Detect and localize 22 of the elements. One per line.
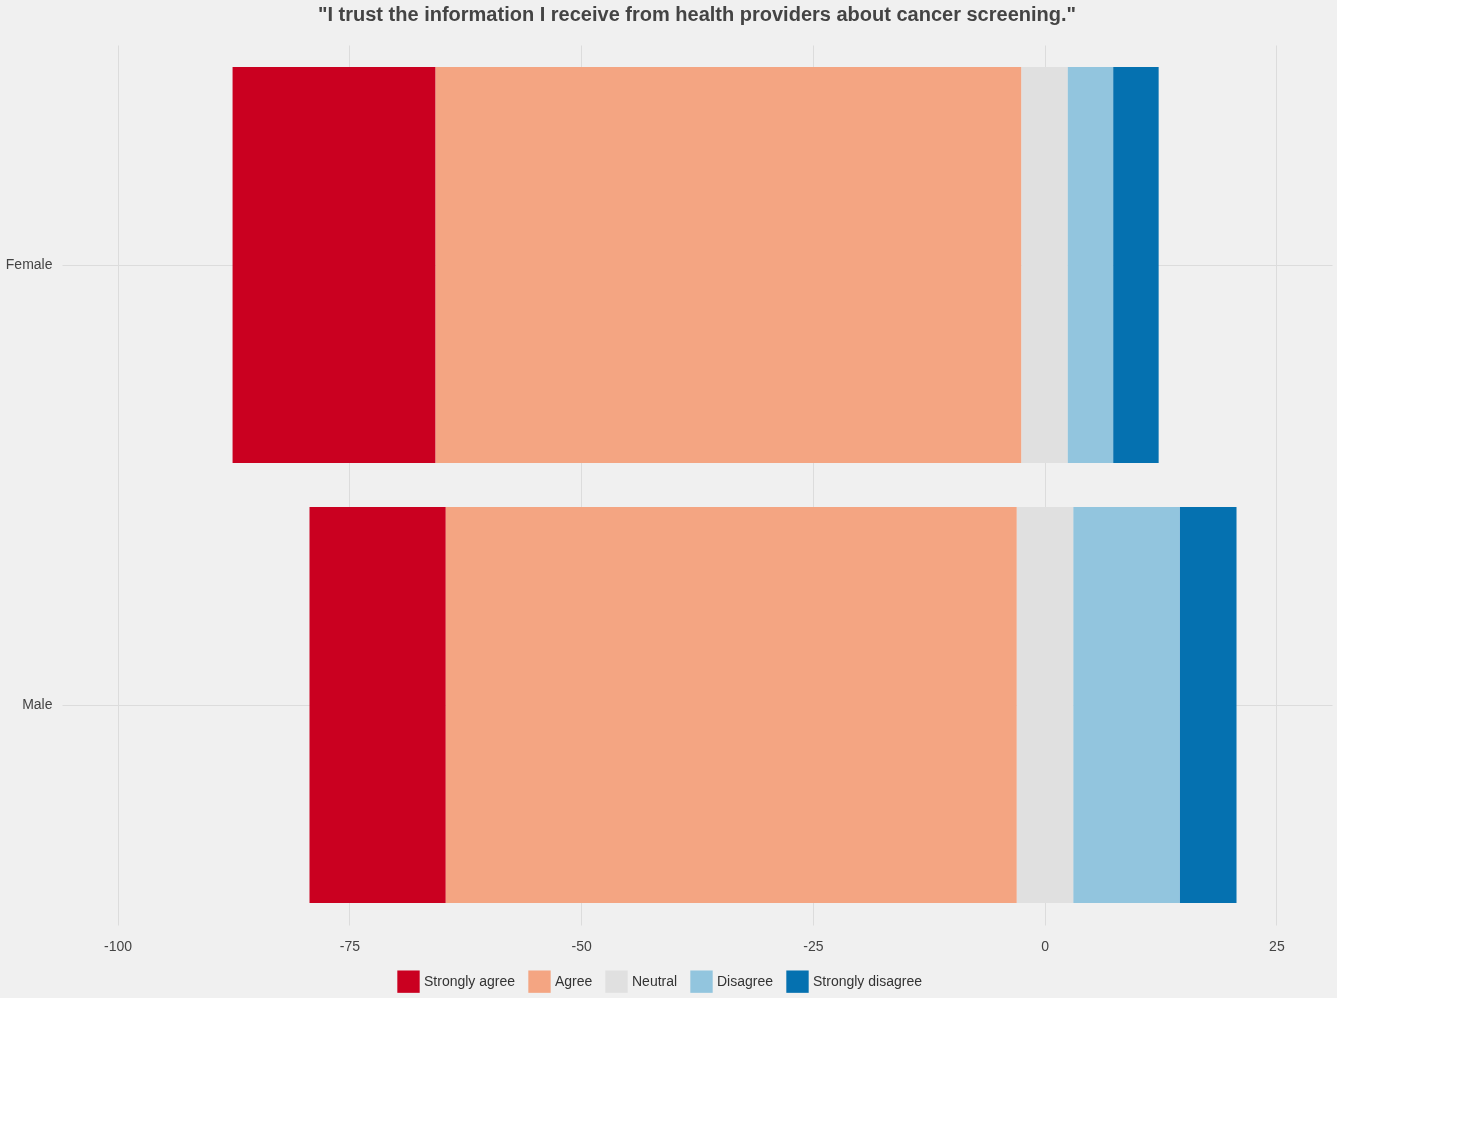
chart-title: "I trust the information I receive from health providers about cancer screening." xyxy=(317,3,1077,25)
legend-label: Agree xyxy=(555,972,593,989)
bar xyxy=(435,67,1022,463)
bar xyxy=(445,507,1017,903)
bar xyxy=(232,67,436,463)
bar xyxy=(1113,67,1159,463)
legend-label: Strongly agree xyxy=(424,972,516,989)
x-tick-label: -100 xyxy=(104,937,133,954)
bar xyxy=(309,507,446,903)
y-tick-label: Female xyxy=(5,256,53,272)
bar xyxy=(1179,507,1237,903)
y-tick-label: Male xyxy=(22,696,53,712)
x-tick-label: -75 xyxy=(339,937,361,954)
legend-label: Strongly disagree xyxy=(813,972,923,989)
legend-label: Disagree xyxy=(717,972,774,989)
x-tick-label: 25 xyxy=(1269,937,1285,954)
legend-label: Neutral xyxy=(632,972,678,989)
x-tick-label: 0 xyxy=(1041,937,1050,954)
bar xyxy=(1073,507,1180,903)
x-tick-label: -50 xyxy=(571,937,592,954)
bar xyxy=(1067,67,1114,463)
x-tick-label: -25 xyxy=(803,937,824,954)
